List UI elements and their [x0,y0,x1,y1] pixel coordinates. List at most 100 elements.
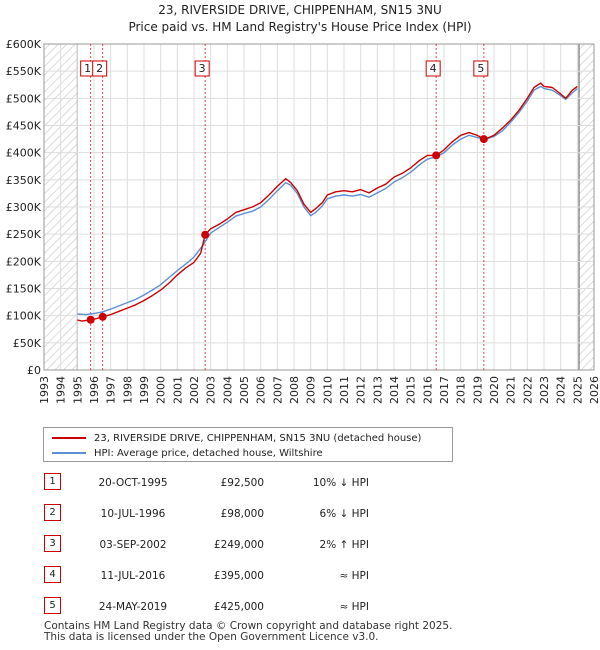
y-tick-label: £350K [6,174,42,187]
sale-number-box [425,60,441,77]
sale-price: £425,000 [213,601,264,613]
plot-border [43,43,595,371]
sale-number-label: 2 [96,62,103,75]
x-tick-label: 2015 [405,376,418,404]
sale-row: 4 11-JUL-2016 £395,000 ≈ HPI [44,562,384,593]
x-tick-label: 2025 [571,376,584,404]
sale-number-box [194,60,210,77]
sale-row: 2 10-JUL-1996 £98,000 6% ↓ HPI [44,500,384,531]
sale-number-box [473,60,489,77]
x-tick-label: 2009 [305,376,318,404]
x-tick-label: 2010 [321,376,334,404]
footer-line-1: Contains HM Land Registry data © Crown c… [44,620,453,632]
x-tick-label: 2021 [505,376,518,404]
y-tick-label: £100K [6,310,42,323]
y-tick-label: £50K [13,337,42,350]
hpi-line [77,85,578,316]
y-tick-label: £500K [6,92,42,105]
x-tick-label: 2026 [588,376,600,404]
sale-number-badge: 4 [44,566,61,583]
x-tick-label: 2016 [421,376,434,404]
legend-swatch-property [52,437,86,439]
y-tick-label: £200K [6,255,42,268]
sale-hpi-comparison: 6% ↓ HPI [319,508,369,520]
y-tick-label: £250K [6,228,42,241]
legend-item-hpi: HPI: Average price, detached house, Wilt… [52,445,323,461]
y-tick-label: £0 [27,364,41,377]
sale-price: £395,000 [213,570,264,582]
sale-row: 3 03-SEP-2002 £249,000 2% ↑ HPI [44,531,384,562]
sale-date: 10-JUL-1996 [100,508,166,520]
x-tick-label: 2022 [521,376,534,404]
sale-number-label: 4 [430,62,437,75]
x-tick-label: 2002 [188,376,201,404]
sale-number-box [92,60,108,77]
y-tick-label: £550K [6,65,42,78]
x-tick-label: 1997 [105,376,118,404]
legend-item-property: 23, RIVERSIDE DRIVE, CHIPPENHAM, SN15 3N… [52,430,421,446]
sale-row: 5 24-MAY-2019 £425,000 ≈ HPI [44,593,384,624]
sale-row: 1 20-OCT-1995 £92,500 10% ↓ HPI [44,469,384,500]
sale-point [98,312,107,321]
sale-hpi-comparison: ≈ HPI [339,570,369,582]
sale-point [86,315,95,324]
sales-table: 1 20-OCT-1995 £92,500 10% ↓ HPI 2 10-JUL… [44,469,384,624]
x-tick-label: 2023 [538,376,551,404]
sale-price: £249,000 [213,539,264,551]
sale-number-label: 3 [199,62,206,75]
sale-number-label: 1 [84,62,91,75]
sale-number-badge: 5 [44,597,61,614]
sale-number-label: 5 [477,62,484,75]
x-tick-label: 2024 [555,376,568,404]
footer-line-2: This data is licensed under the Open Gov… [44,631,379,643]
sale-hpi-comparison: ≈ HPI [339,601,369,613]
legend-label-property: 23, RIVERSIDE DRIVE, CHIPPENHAM, SN15 3N… [94,432,422,444]
chart-title-line-1: 23, RIVERSIDE DRIVE, CHIPPENHAM, SN15 3N… [158,3,442,17]
x-tick-label: 1998 [121,376,134,404]
x-tick-label: 2004 [221,376,234,404]
x-tick-label: 2005 [238,376,251,404]
y-tick-label: £300K [6,201,42,214]
sale-price: £98,000 [220,508,264,520]
x-tick-label: 2003 [205,376,218,404]
chart-legend: 23, RIVERSIDE DRIVE, CHIPPENHAM, SN15 3N… [43,427,453,462]
legend-swatch-hpi [52,452,86,454]
x-tick-label: 2014 [388,376,401,404]
sale-date: 03-SEP-2002 [99,539,167,551]
y-tick-label: £150K [6,283,42,296]
sale-number-badge: 1 [44,473,61,490]
sale-number-badge: 3 [44,535,61,552]
property-price-line [77,82,578,322]
legend-label-hpi: HPI: Average price, detached house, Wilt… [94,447,323,459]
x-tick-label: 2011 [338,376,351,404]
x-tick-label: 2007 [271,376,284,404]
x-tick-label: 1999 [138,376,151,404]
x-tick-label: 2018 [455,376,468,404]
footer-attribution: Contains HM Land Registry data © Crown c… [44,621,452,643]
sale-point [432,151,441,160]
x-tick-label: 1995 [71,376,84,404]
x-tick-label: 2006 [255,376,268,404]
x-tick-label: 2017 [438,376,451,404]
x-tick-label: 2001 [171,376,184,404]
y-tick-label: £450K [6,120,42,133]
x-tick-label: 2020 [488,376,501,404]
sale-hpi-comparison: 2% ↑ HPI [319,539,369,551]
chart-title-line-2: Price paid vs. HM Land Registry's House … [128,20,471,34]
plot-area: £0 £50K £100K £150K £200K £250K £300K £350K £400… [6,38,600,404]
sale-point [479,135,488,144]
y-tick-label: £400K [6,147,42,160]
x-tick-label: 2019 [471,376,484,404]
y-tick-label: £600K [6,38,42,51]
sale-point [201,230,210,239]
x-tick-label: 1994 [55,376,68,404]
sale-date: 24-MAY-2019 [98,601,168,613]
sale-date: 20-OCT-1995 [98,477,168,489]
x-tick-label: 2012 [355,376,368,404]
price-chart: 23, RIVERSIDE DRIVE, CHIPPENHAM, SN15 3N… [6,3,600,404]
x-tick-label: 2000 [155,376,168,404]
x-tick-label: 1996 [88,376,101,404]
sale-price: £92,500 [220,477,264,489]
sale-number-badge: 2 [44,504,61,521]
x-tick-label: 2008 [288,376,301,404]
